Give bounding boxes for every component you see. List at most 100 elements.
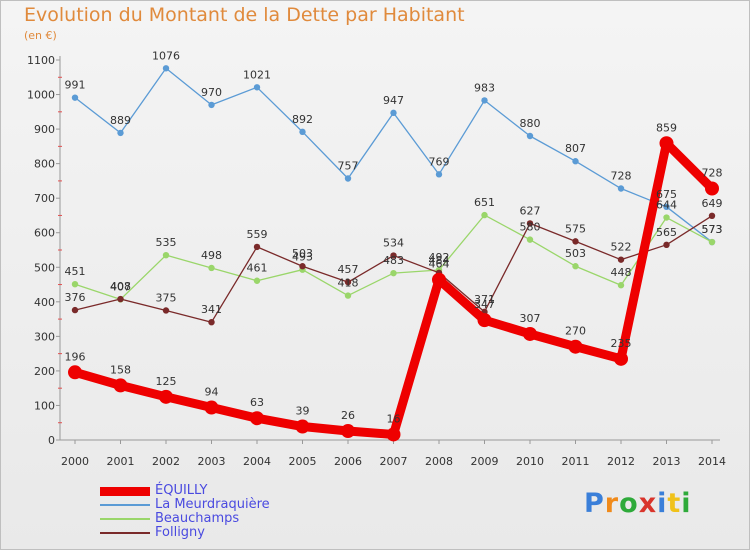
data-label: 461: [247, 262, 268, 275]
data-point: [71, 306, 79, 314]
data-label: 464: [429, 258, 450, 271]
data-label: 970: [201, 86, 222, 99]
data-point: [344, 278, 352, 286]
chart-title: Evolution du Montant de la Dette par Hab…: [24, 4, 465, 26]
x-tick-label: 2002: [152, 455, 180, 468]
data-point: [162, 251, 170, 259]
data-point: [659, 136, 674, 151]
legend-item: ÉQUILLY: [100, 484, 270, 498]
x-tick-label: 2011: [562, 455, 590, 468]
data-point: [663, 203, 670, 211]
data-label: 859: [656, 121, 677, 134]
data-label: 498: [201, 249, 222, 262]
data-point: [614, 351, 628, 366]
data-point: [113, 378, 128, 393]
y-tick-label: 600: [34, 227, 55, 240]
data-point: [162, 65, 170, 72]
data-point: [299, 263, 306, 270]
x-tick-label: 2001: [107, 455, 135, 468]
data-point: [617, 256, 625, 263]
data-point: [708, 212, 716, 219]
axes: 0 100 200 300 400 500 600 700 800 900 1000 1100 2000…: [27, 54, 726, 468]
data-point: [117, 129, 124, 137]
series-line-0: [73, 138, 716, 439]
data-point: [572, 263, 579, 270]
data-label: 158: [110, 363, 131, 376]
data-point: [526, 220, 534, 227]
data-point: [390, 269, 397, 277]
data-label: 196: [65, 350, 86, 363]
data-label: 235: [611, 337, 632, 350]
data-label: 483: [383, 254, 404, 267]
data-point: [71, 281, 79, 288]
y-tick-label: 700: [34, 192, 55, 205]
data-label: 675: [656, 188, 677, 201]
data-point: [663, 241, 670, 249]
data-label: 448: [611, 266, 632, 279]
data-label: 493: [292, 251, 313, 264]
data-label: 575: [565, 222, 586, 235]
legend-swatch: [100, 532, 150, 534]
data-point: [253, 277, 261, 284]
y-tick-label: 200: [34, 365, 55, 378]
data-label: 991: [65, 79, 86, 92]
data-label: 880: [520, 117, 541, 130]
x-tick-label: 2014: [698, 455, 726, 468]
data-label: 16: [387, 412, 401, 425]
data-point: [481, 97, 488, 104]
data-label: 983: [474, 81, 495, 94]
data-label: 307: [520, 312, 541, 325]
y-tick-label: 500: [34, 261, 55, 274]
data-label: 627: [520, 204, 541, 217]
legend-item: Beauchamps: [100, 512, 270, 526]
data-point: [617, 185, 625, 192]
data-label: 39: [296, 405, 310, 418]
data-point: [481, 211, 488, 219]
legend-label: Folligny: [155, 525, 205, 540]
y-tick-label: 0: [48, 434, 55, 447]
data-label: 644: [656, 199, 677, 212]
x-tick-label: 2013: [653, 455, 681, 468]
data-point: [523, 326, 537, 341]
data-label: 573: [702, 223, 723, 236]
data-label: 408: [110, 280, 131, 293]
data-label: 376: [65, 291, 86, 304]
y-tick-label: 400: [34, 296, 55, 309]
legend-swatch: [100, 486, 150, 496]
x-tick-label: 2003: [198, 455, 226, 468]
data-label: 371: [474, 293, 495, 306]
data-point: [295, 419, 310, 434]
data-point: [477, 313, 492, 328]
data-label: 807: [565, 142, 586, 155]
data-point: [344, 175, 352, 182]
data-label: 270: [565, 325, 586, 338]
data-point: [526, 236, 534, 243]
data-point: [71, 94, 79, 101]
legend-item: Folligny: [100, 526, 270, 540]
data-label: 769: [429, 155, 450, 168]
data-point: [250, 411, 264, 426]
legend-label: Beauchamps: [155, 511, 240, 526]
data-label: 503: [565, 247, 586, 260]
data-label: 451: [65, 265, 86, 278]
x-tick-label: 2005: [289, 455, 317, 468]
data-label: 573: [702, 223, 723, 236]
y-tick-label: 100: [34, 399, 55, 412]
data-point: [617, 282, 625, 289]
data-point: [568, 339, 583, 354]
y-tick-label: 800: [34, 158, 55, 171]
data-label: 341: [201, 303, 222, 316]
data-point: [162, 307, 170, 314]
data-label: 892: [292, 113, 313, 126]
data-label: 757: [338, 159, 359, 172]
data-label: 63: [250, 396, 264, 409]
data-label: 94: [205, 386, 219, 399]
data-point: [341, 424, 355, 439]
data-point: [117, 295, 124, 303]
y-tick-label: 900: [34, 123, 55, 136]
data-point: [390, 109, 397, 117]
x-tick-label: 2006: [334, 455, 362, 468]
data-label: 1021: [243, 68, 271, 81]
legend-item: La Meurdraquière: [100, 498, 270, 512]
y-tick-label: 1100: [27, 54, 55, 67]
